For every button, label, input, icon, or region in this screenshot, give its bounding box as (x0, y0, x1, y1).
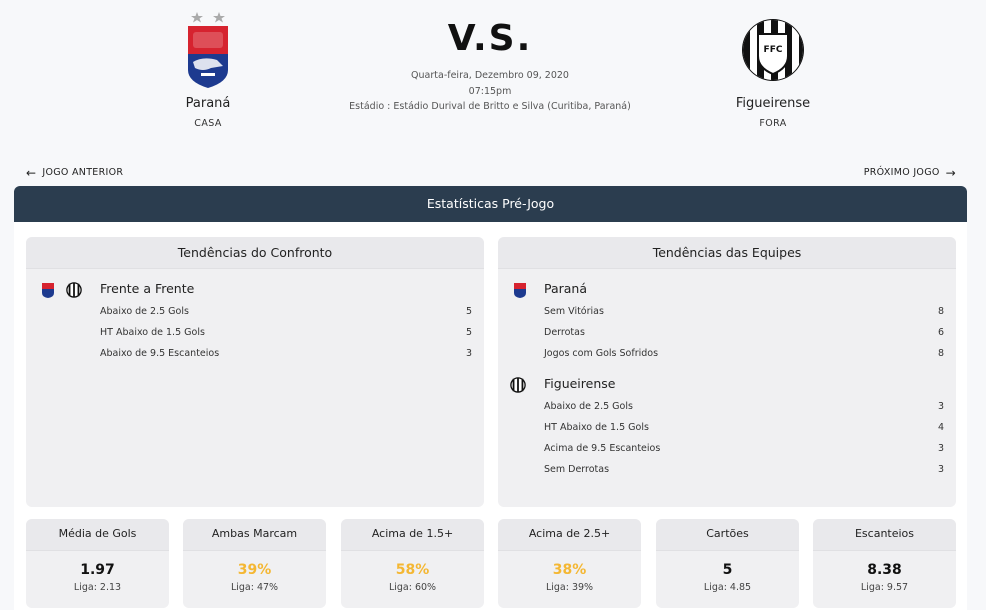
match-meta: Quarta-feira, Dezembro 09, 2020 07:15pm … (330, 68, 650, 115)
trend-row: Acima de 9.5 Escanteios 3 (544, 438, 944, 459)
stat-title: Escanteios (813, 519, 956, 551)
trend-row: Abaixo de 2.5 Gols 5 (100, 301, 472, 322)
away-team-role: FORA (759, 118, 787, 129)
stat-title: Acima de 1.5+ (341, 519, 484, 551)
figueirense-crest-icon: FFC (742, 19, 804, 81)
home-team-name: Paraná (185, 96, 231, 111)
trend-label: Acima de 9.5 Escanteios (544, 443, 661, 454)
trend-label: Sem Derrotas (544, 464, 610, 475)
h2h-group-title: Frente a Frente (100, 281, 195, 296)
h2h-trends-title: Tendências do Confronto (26, 237, 484, 269)
parana-crest-icon (188, 12, 228, 88)
trend-row: HT Abaixo de 1.5 Gols 4 (544, 417, 944, 438)
stat-league: Liga: 60% (388, 582, 437, 593)
parana-crest-icon (514, 283, 526, 298)
h2h-trends-card: Tendências do Confronto Frente a Frente … (26, 237, 484, 507)
trend-value: 6 (937, 327, 944, 338)
home-trends-group: Paraná Sem Vitórias 8 Derrotas 6 Jogos c… (498, 277, 956, 364)
away-team[interactable]: FFC Figueirense FORA (693, 10, 853, 129)
stat-title: Ambas Marcam (183, 519, 326, 551)
trend-label: HT Abaixo de 1.5 Gols (100, 327, 205, 338)
trend-row: Abaixo de 2.5 Gols 3 (544, 396, 944, 417)
svg-text:FFC: FFC (764, 45, 783, 55)
stat-card-over-1-5: Acima de 1.5+ 58% Liga: 60% (341, 519, 484, 608)
trend-value: 4 (937, 422, 944, 433)
vs-label: V.S. (447, 18, 533, 59)
away-trends-title: Figueirense (544, 376, 616, 391)
trend-value: 3 (937, 401, 944, 412)
match-stadium: Estádio : Estádio Durival de Britto e Si… (349, 101, 631, 112)
trend-label: Abaixo de 9.5 Escanteios (100, 348, 220, 359)
arrow-left-icon: ← (26, 165, 37, 180)
trend-value: 3 (465, 348, 472, 359)
stat-title: Média de Gols (26, 519, 169, 551)
stat-value: 58% (395, 562, 430, 578)
stat-league: Liga: 39% (545, 582, 594, 593)
stat-card-cards: Cartões 5 Liga: 4.85 (656, 519, 799, 608)
trend-label: Jogos com Gols Sofridos (544, 348, 659, 359)
trend-label: Abaixo de 2.5 Gols (100, 306, 189, 317)
stat-league: Liga: 47% (230, 582, 279, 593)
match-info: V.S. Quarta-feira, Dezembro 09, 2020 07:… (330, 18, 650, 115)
trend-value: 3 (937, 464, 944, 475)
trend-label: HT Abaixo de 1.5 Gols (544, 422, 649, 433)
trend-row: HT Abaixo de 1.5 Gols 5 (100, 322, 472, 343)
previous-match-link[interactable]: ← JOGO ANTERIOR (26, 165, 124, 180)
previous-match-label: JOGO ANTERIOR (42, 167, 124, 178)
next-match-label: PRÓXIMO JOGO (863, 167, 940, 178)
trend-value: 8 (937, 306, 944, 317)
next-match-link[interactable]: PRÓXIMO JOGO → (863, 165, 956, 180)
stat-card-avg-goals: Média de Gols 1.97 Liga: 2.13 (26, 519, 169, 608)
stat-card-over-2-5: Acima de 2.5+ 38% Liga: 39% (498, 519, 641, 608)
trend-row: Sem Derrotas 3 (544, 459, 944, 480)
match-time: 07:15pm (468, 85, 512, 97)
stat-value: 1.97 (80, 562, 115, 578)
stat-title: Acima de 2.5+ (498, 519, 641, 551)
stat-value: 38% (552, 562, 587, 578)
trend-label: Sem Vitórias (544, 306, 604, 317)
figueirense-crest-icon (510, 377, 526, 393)
away-trends-group: Figueirense Abaixo de 2.5 Gols 3 HT Abai… (498, 372, 956, 480)
figueirense-crest-icon (66, 282, 82, 298)
trend-row: Sem Vitórias 8 (544, 301, 944, 322)
team-trends-card: Tendências das Equipes Paraná Sem Vitóri… (498, 237, 956, 507)
stat-title: Cartões (656, 519, 799, 551)
stat-value: 8.38 (867, 562, 902, 578)
stat-league: Liga: 2.13 (73, 582, 122, 593)
arrow-right-icon: → (945, 165, 956, 180)
stat-league: Liga: 9.57 (860, 582, 909, 593)
away-team-name: Figueirense (735, 96, 811, 111)
trend-value: 8 (937, 348, 944, 359)
stat-value: 5 (722, 562, 733, 578)
trend-value: 5 (465, 327, 472, 338)
stat-card-btts: Ambas Marcam 39% Liga: 47% (183, 519, 326, 608)
trend-row: Derrotas 6 (544, 322, 944, 343)
home-team-role: CASA (194, 118, 222, 129)
home-team[interactable]: Paraná CASA (128, 10, 288, 129)
panel-title: Estatísticas Pré-Jogo (14, 186, 967, 222)
h2h-group: Frente a Frente Abaixo de 2.5 Gols 5 HT … (26, 277, 484, 364)
match-date: Quarta-feira, Dezembro 09, 2020 (411, 70, 569, 81)
stat-league: Liga: 4.85 (703, 582, 752, 593)
trend-value: 5 (465, 306, 472, 317)
trend-label: Derrotas (544, 327, 585, 338)
home-trends-title: Paraná (544, 281, 588, 296)
trend-value: 3 (937, 443, 944, 454)
stat-card-corners: Escanteios 8.38 Liga: 9.57 (813, 519, 956, 608)
team-trends-title: Tendências das Equipes (498, 237, 956, 269)
trend-row: Jogos com Gols Sofridos 8 (544, 343, 944, 364)
parana-crest-icon (42, 283, 54, 298)
trend-label: Abaixo de 2.5 Gols (544, 401, 633, 412)
trend-row: Abaixo de 9.5 Escanteios 3 (100, 343, 472, 364)
stat-value: 39% (237, 562, 272, 578)
